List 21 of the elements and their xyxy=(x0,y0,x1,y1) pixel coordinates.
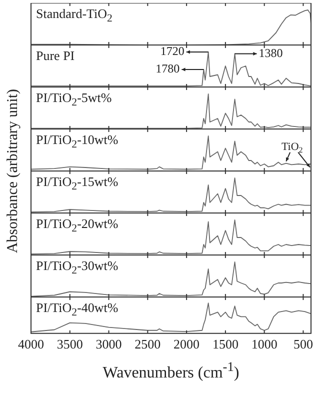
chart-title: PI/TiO$_{2}$-30wt% xyxy=(36,258,118,277)
x-tick-label: 3500 xyxy=(56,336,83,352)
x-tick-label: 4000 xyxy=(18,336,44,352)
chart-title: PI/TiO$_{2}$-5wt% xyxy=(36,90,112,109)
annotation: 1780 xyxy=(156,62,180,76)
x-tick-label: 1000 xyxy=(251,336,278,352)
chart-title: PI/TiO$_{2}$-40wt% xyxy=(36,300,118,319)
chart-title: Pure PI xyxy=(36,48,75,64)
x-tick-label: 3000 xyxy=(96,336,122,352)
x-tick-label: 1500 xyxy=(212,336,238,352)
x-tick-label: 2500 xyxy=(134,336,161,352)
y-axis-title: Absorbance (arbitrary unit) xyxy=(4,88,22,254)
chart-title: Standard-TiO$_{2}$ xyxy=(36,6,112,25)
annotation: 1380 xyxy=(258,46,283,60)
chart-title: PI/TiO$_{2}$-20wt% xyxy=(36,216,118,235)
x-axis-title: Wavenumbers (cm$^{-1}$) xyxy=(102,359,240,382)
annotation: 1720 xyxy=(160,44,184,58)
chart-title: PI/TiO$_{2}$-10wt% xyxy=(36,132,118,151)
x-tick-label: 2000 xyxy=(174,336,200,352)
chart-title: PI/TiO$_{2}$-15wt% xyxy=(36,174,118,193)
x-tick-label: 500 xyxy=(293,336,313,352)
